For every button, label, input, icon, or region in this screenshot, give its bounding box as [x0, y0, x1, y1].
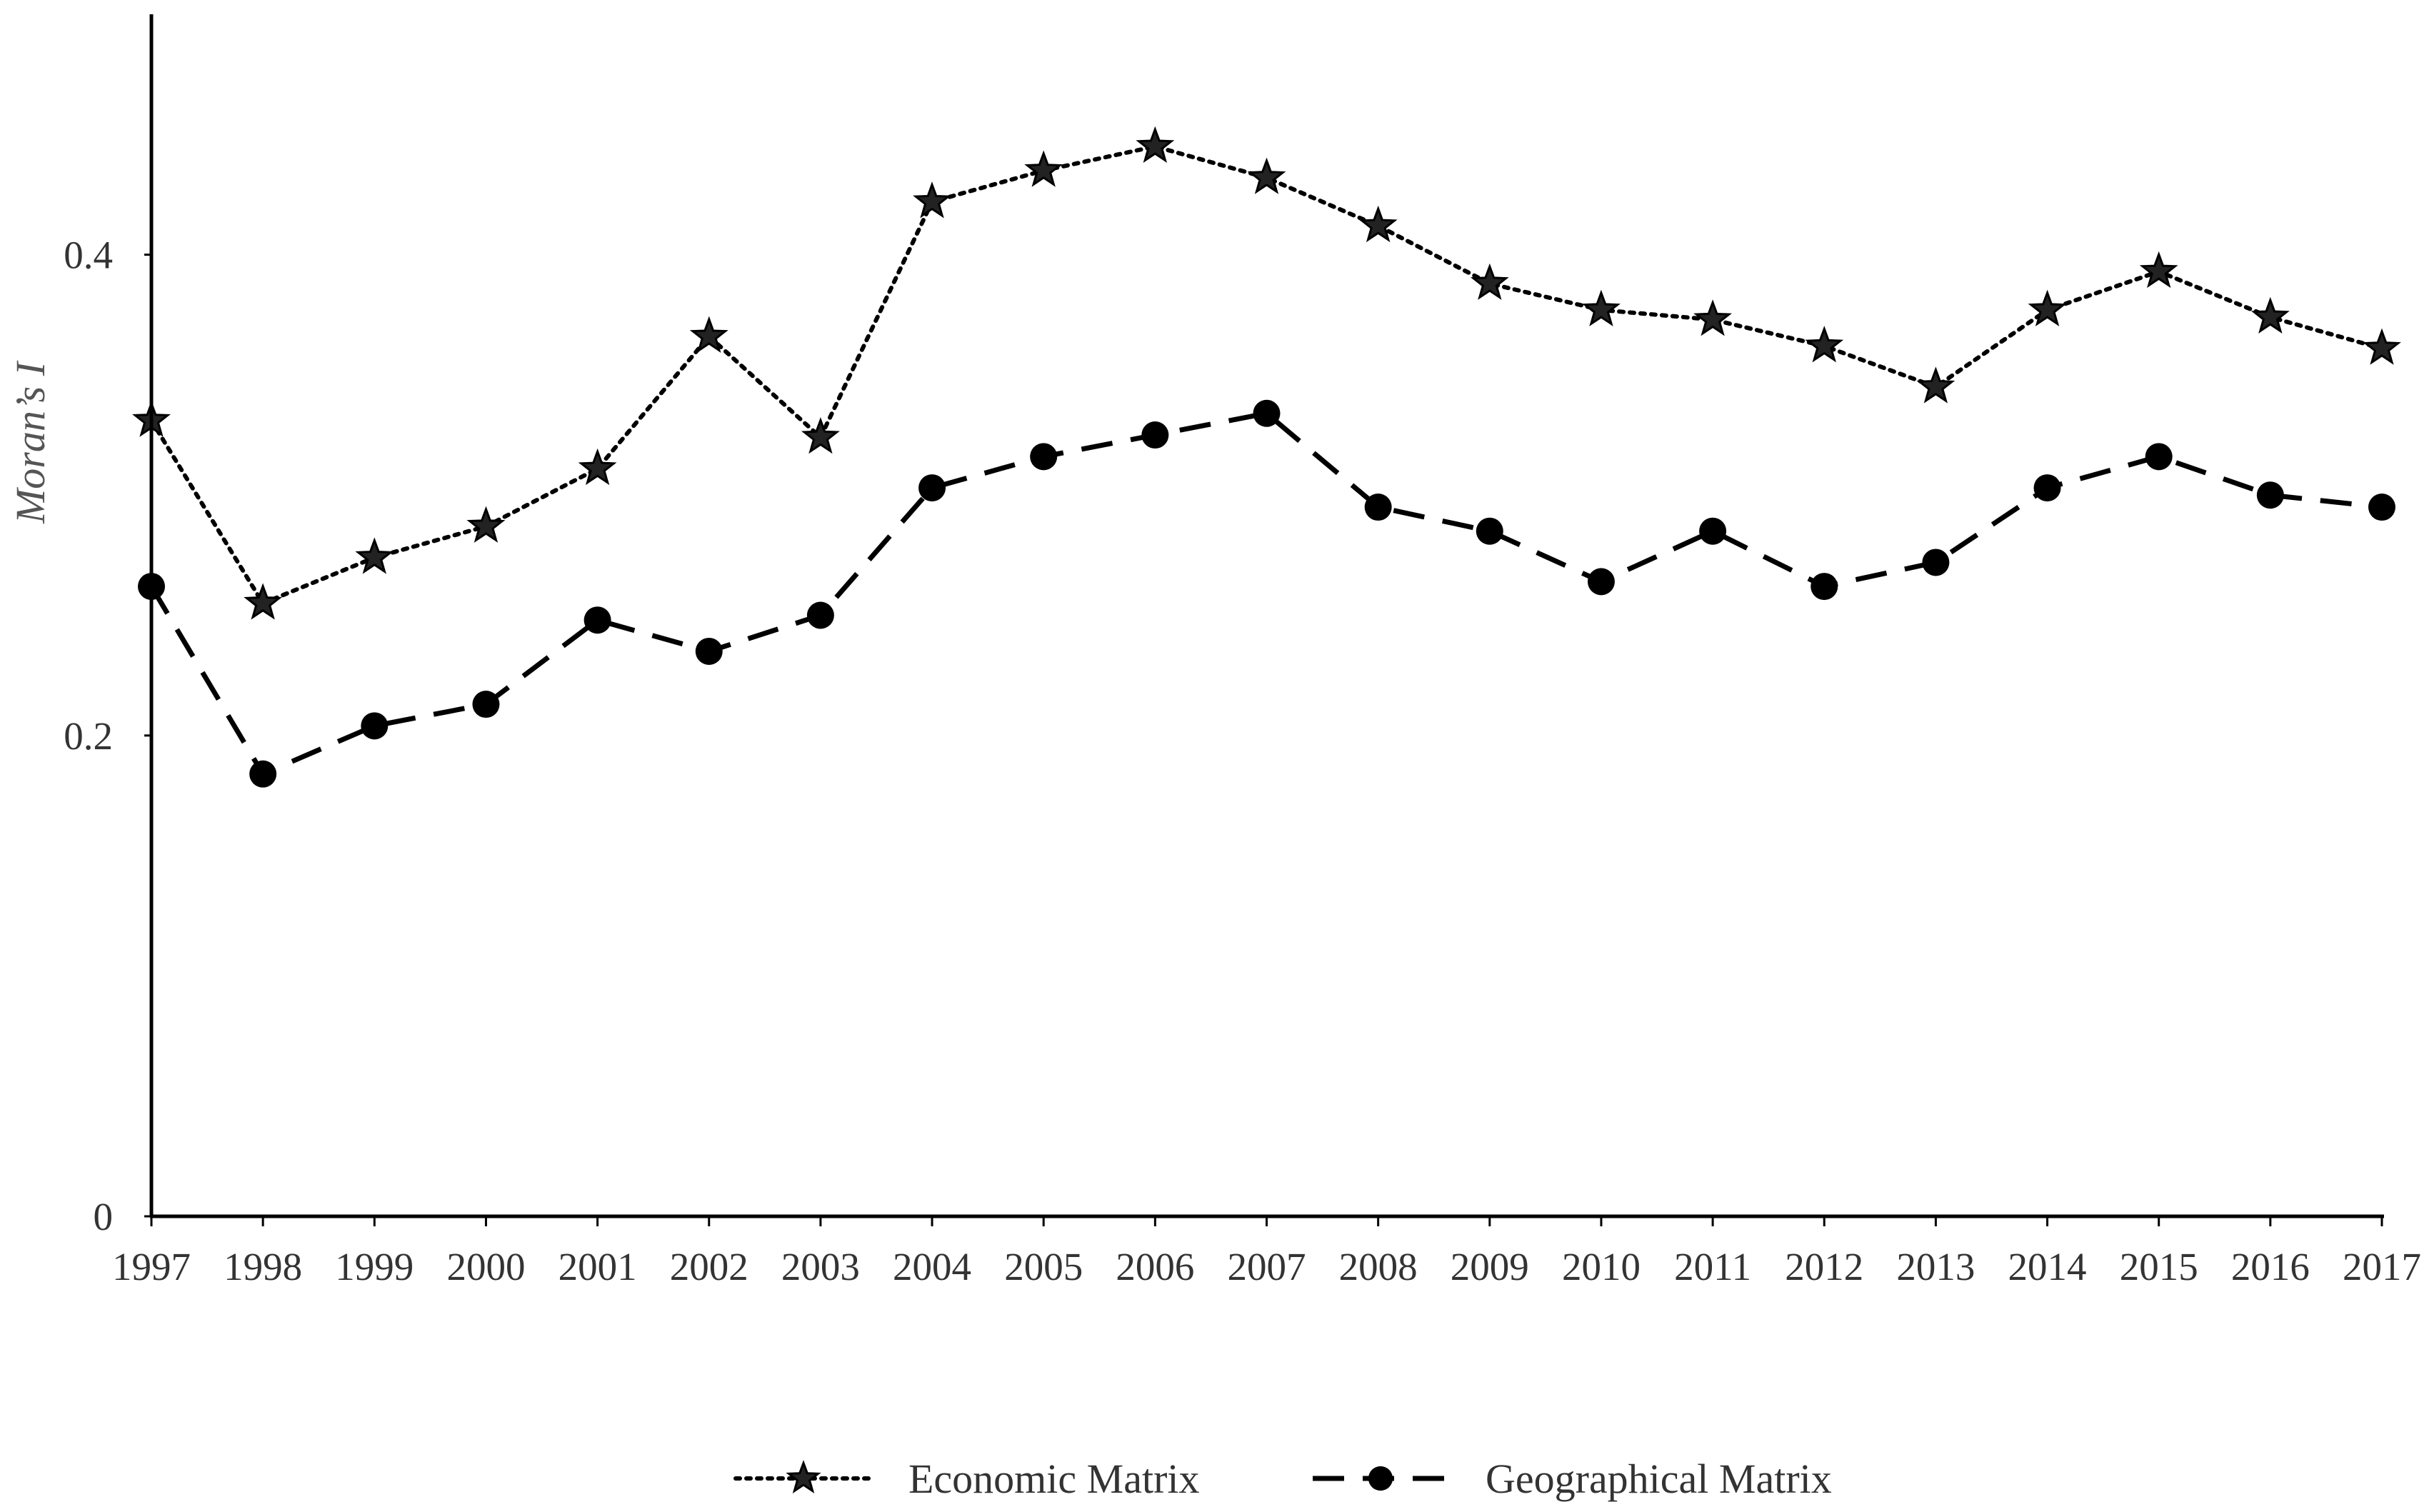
- data-point: [913, 181, 952, 219]
- data-point: [2256, 481, 2284, 509]
- data-point: [244, 583, 283, 620]
- data-point: [2368, 494, 2395, 521]
- data-point: [1811, 573, 1838, 601]
- x-tick-label: 1997: [112, 1245, 191, 1288]
- series-layer: [132, 126, 2401, 788]
- x-tick-label: 1998: [224, 1245, 302, 1288]
- x-tick-label: 2010: [1562, 1245, 1641, 1288]
- data-point: [466, 506, 506, 543]
- data-point: [472, 691, 500, 719]
- data-point: [584, 606, 611, 634]
- data-point: [355, 537, 394, 574]
- y-tick-label: 0.4: [64, 234, 113, 277]
- y-axis-label: Moran’s I: [7, 360, 54, 524]
- x-tick-label: 2008: [1339, 1245, 1418, 1288]
- data-point: [1030, 443, 1058, 471]
- data-point: [918, 474, 946, 502]
- legend-marker: [786, 1460, 821, 1494]
- data-point: [1136, 126, 1175, 164]
- data-point: [1364, 494, 1392, 521]
- data-point: [2250, 296, 2290, 334]
- y-tick-label: 0: [94, 1195, 114, 1238]
- x-tick-label: 2001: [559, 1245, 637, 1288]
- x-tick-label: 2006: [1116, 1245, 1194, 1288]
- data-point: [1922, 549, 1950, 576]
- x-tick-label: 2013: [1896, 1245, 1975, 1288]
- series-geographical: [138, 399, 2395, 788]
- data-point: [1024, 150, 1063, 187]
- x-tick-label: 2009: [1451, 1245, 1529, 1288]
- x-tick-label: 2000: [446, 1245, 525, 1288]
- data-point: [1581, 289, 1621, 326]
- x-tick-label: 2017: [2343, 1245, 2421, 1288]
- legend-marker: [1368, 1466, 1393, 1491]
- data-point: [1587, 568, 1615, 596]
- legend: Economic Matrix Geographical Matrix: [733, 1456, 1832, 1502]
- data-point: [1805, 326, 1844, 363]
- y-axis-ticks: 0 0.2 0.4: [64, 234, 151, 1238]
- x-tick-label: 1999: [335, 1245, 414, 1288]
- x-tick-label: 2015: [2120, 1245, 2198, 1288]
- x-tick-label: 2004: [893, 1245, 971, 1288]
- y-tick-label: 0.2: [64, 714, 113, 758]
- x-tick-label: 2007: [1228, 1245, 1306, 1288]
- x-tick-label: 2002: [670, 1245, 748, 1288]
- data-point: [1141, 421, 1169, 449]
- data-point: [1358, 205, 1398, 243]
- data-point: [806, 601, 834, 629]
- data-point: [2145, 443, 2173, 471]
- data-point: [2139, 251, 2178, 289]
- data-point: [1247, 157, 1286, 194]
- x-tick-label: 2014: [2008, 1245, 2087, 1288]
- data-point: [2028, 289, 2067, 326]
- x-tick-label: 2011: [1674, 1245, 1751, 1288]
- data-point: [2033, 474, 2061, 502]
- legend-item: Economic Matrix: [733, 1456, 1200, 1502]
- data-point: [695, 637, 723, 665]
- data-point: [1693, 299, 1733, 336]
- data-point: [1253, 399, 1281, 427]
- data-point: [249, 760, 277, 788]
- x-tick-label: 2012: [1785, 1245, 1863, 1288]
- legend-item: Geographical Matrix: [1313, 1456, 1832, 1502]
- series-economic: [132, 126, 2401, 620]
- x-tick-label: 2005: [1004, 1245, 1083, 1288]
- data-point: [1916, 366, 1955, 404]
- legend-label: Economic Matrix: [908, 1456, 1200, 1502]
- data-point: [578, 448, 617, 486]
- legend-label: Geographical Matrix: [1486, 1456, 1832, 1502]
- data-point: [1699, 517, 1727, 545]
- data-point: [801, 417, 840, 454]
- data-point: [361, 712, 389, 740]
- x-tick-label: 2016: [2231, 1245, 2310, 1288]
- data-point: [689, 316, 728, 354]
- x-tick-label: 2003: [781, 1245, 860, 1288]
- x-axis-ticks: 1997 1998 1999 2000 2001 2002 2003 2004 2005 2006…: [112, 1216, 2421, 1288]
- series-line: [149, 411, 2383, 778]
- data-point: [1476, 517, 1503, 545]
- data-point: [2363, 328, 2401, 365]
- data-point: [1470, 263, 1509, 300]
